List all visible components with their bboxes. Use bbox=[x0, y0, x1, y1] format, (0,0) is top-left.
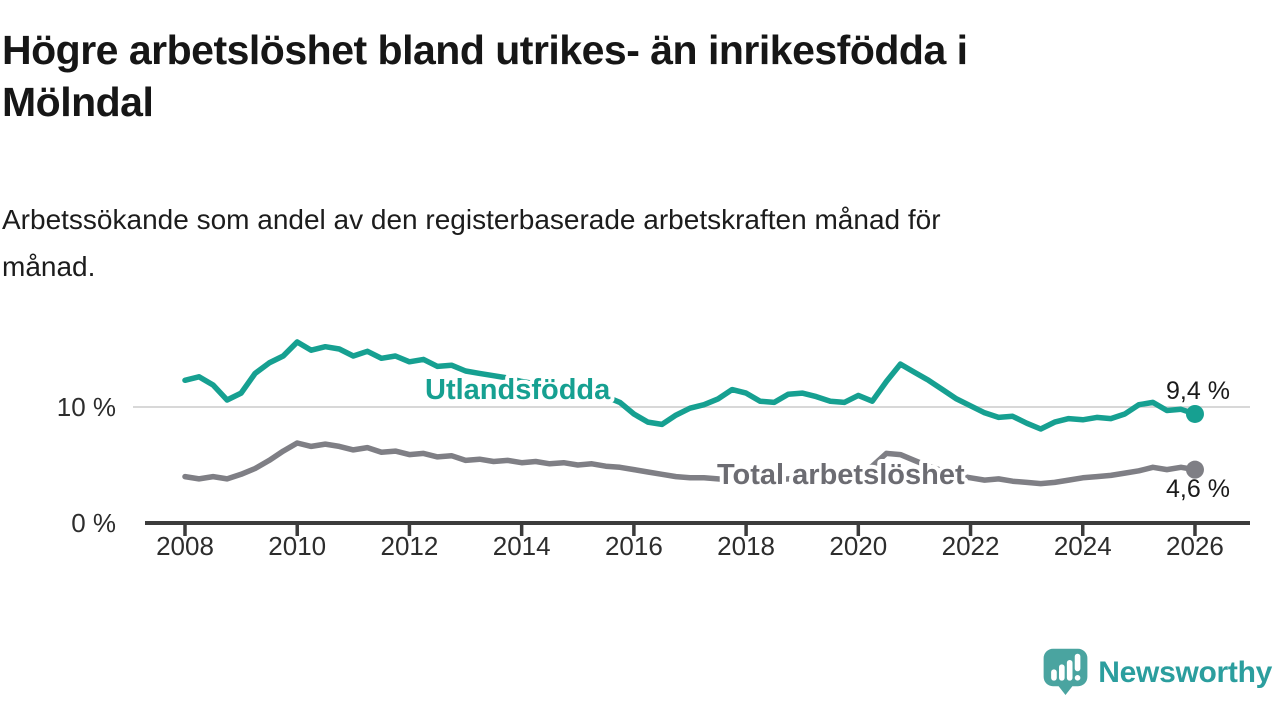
newsworthy-wordmark: Newsworthy bbox=[1098, 655, 1272, 689]
unemployment-line-chart: 2008 2010 2012 2014 2016 2018 2020 2022 2024 2026… bbox=[57, 339, 1250, 561]
x-tick-label-2008: 2008 bbox=[156, 531, 214, 561]
series-label-utlandsf-dda: Utlandsfödda bbox=[425, 374, 611, 406]
x-tick-label-2022: 2022 bbox=[942, 531, 1000, 561]
series-line-total-arbetsl-shet bbox=[182, 440, 1198, 487]
logo-bar-3 bbox=[1067, 660, 1073, 681]
logo-exclamation-bar bbox=[1075, 653, 1081, 672]
end-dot-utlandsf-dda bbox=[1185, 404, 1204, 423]
chart-subtitle: Arbetssökande som andel av den registerb… bbox=[2, 196, 941, 290]
end-value-label-total-arbetsl-shet: 4,6 % bbox=[1166, 475, 1230, 503]
y-tick-label-0: 0 % bbox=[71, 508, 116, 538]
x-tick-label-2020: 2020 bbox=[829, 531, 887, 561]
newsworthy-logo-icon bbox=[1043, 648, 1088, 695]
logo-bubble-shape bbox=[1043, 648, 1088, 695]
x-tick-label-2012: 2012 bbox=[381, 531, 439, 561]
chart-title-line-1: Högre arbetslöshet bland utrikes- än inr… bbox=[2, 27, 968, 73]
end-value-label-utlandsf-dda: 9,4 % bbox=[1166, 377, 1230, 405]
y-tick-label-10: 10 % bbox=[57, 392, 116, 422]
series-line-utlandsf-dda bbox=[182, 339, 1198, 432]
chart-subtitle-line-1: Arbetssökande som andel av den registerb… bbox=[2, 204, 941, 235]
x-tick-label-2010: 2010 bbox=[268, 531, 326, 561]
newsworthy-logo: Newsworthy bbox=[1043, 648, 1272, 697]
end-dot-total-arbetsl-shet bbox=[1185, 460, 1204, 479]
chart-title-line-2: Mölndal bbox=[2, 79, 154, 125]
chart-title: Högre arbetslöshet bland utrikes- än inr… bbox=[2, 24, 968, 128]
logo-bar-1 bbox=[1051, 669, 1058, 681]
x-tick-label-2014: 2014 bbox=[493, 531, 551, 561]
chart-subtitle-line-2: månad. bbox=[2, 251, 96, 282]
x-tick-label-2024: 2024 bbox=[1054, 531, 1112, 561]
x-tick-label-2018: 2018 bbox=[717, 531, 775, 561]
logo-exclamation-dot bbox=[1075, 675, 1081, 681]
x-tick-label-2026: 2026 bbox=[1166, 531, 1224, 561]
series-label-total-arbetsl-shet: Total arbetslöshet bbox=[717, 459, 965, 491]
x-tick-label-2016: 2016 bbox=[605, 531, 663, 561]
logo-bar-2 bbox=[1059, 664, 1065, 681]
